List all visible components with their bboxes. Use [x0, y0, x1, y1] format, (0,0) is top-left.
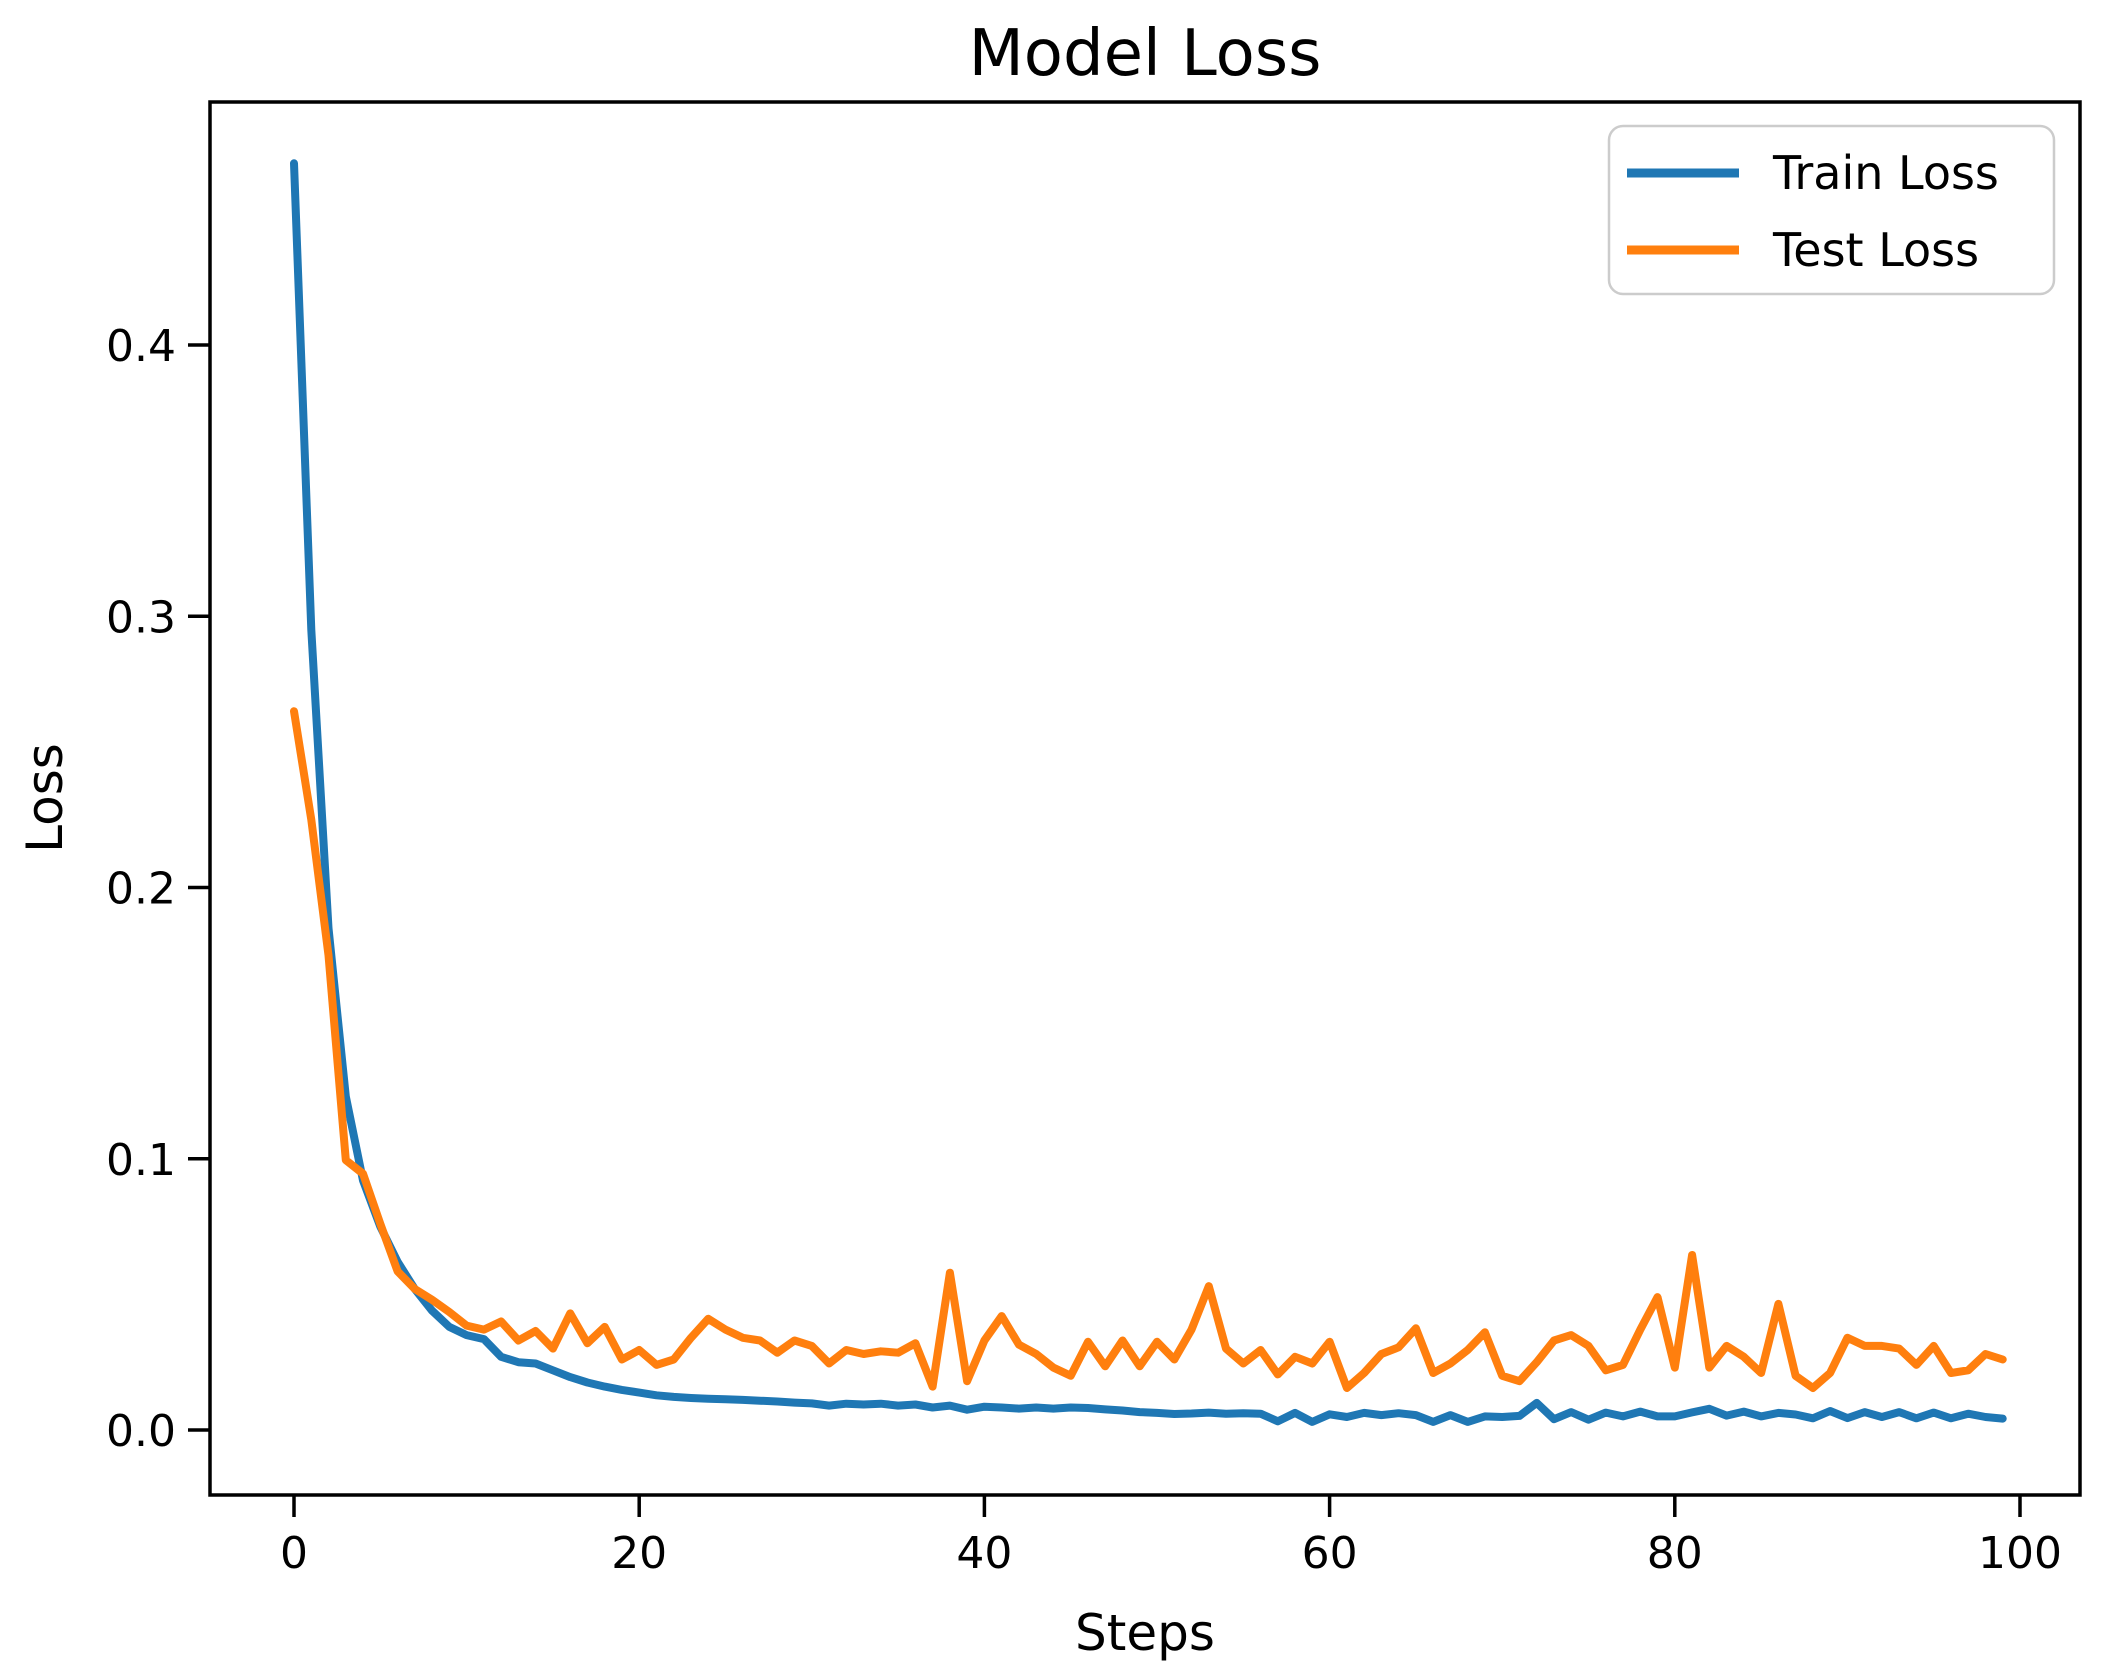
y-tick-label: 0.1: [106, 1135, 176, 1186]
ticks-layer: 0 20 40 60 80 100 0.0 0.1 0.2 0.3 0.4: [106, 321, 2062, 1579]
legend-label-test: Test Loss: [1772, 223, 1979, 277]
x-axis-label: Steps: [1075, 1604, 1215, 1662]
y-axis-label: Loss: [16, 743, 74, 853]
plot-border: [208, 100, 2082, 1497]
chart-title: Model Loss: [969, 17, 1322, 91]
y-tick-label: 0.3: [106, 592, 176, 643]
x-tick-label: 0: [280, 1528, 308, 1579]
y-tick-label: 0.0: [106, 1406, 176, 1457]
legend: Train Loss Test Loss: [1607, 124, 2056, 296]
x-tick-label: 20: [611, 1528, 667, 1579]
series-layer: [290, 159, 2007, 1426]
train-loss-line: [290, 159, 2007, 1426]
x-tick-label: 100: [1978, 1528, 2062, 1579]
legend-label-train: Train Loss: [1772, 146, 1999, 200]
x-tick-label: 80: [1647, 1528, 1703, 1579]
test-loss-line: [290, 707, 2007, 1392]
x-tick-label: 60: [1302, 1528, 1358, 1579]
x-tick-label: 40: [956, 1528, 1012, 1579]
y-tick-label: 0.4: [106, 321, 176, 372]
y-tick-label: 0.2: [106, 864, 176, 915]
